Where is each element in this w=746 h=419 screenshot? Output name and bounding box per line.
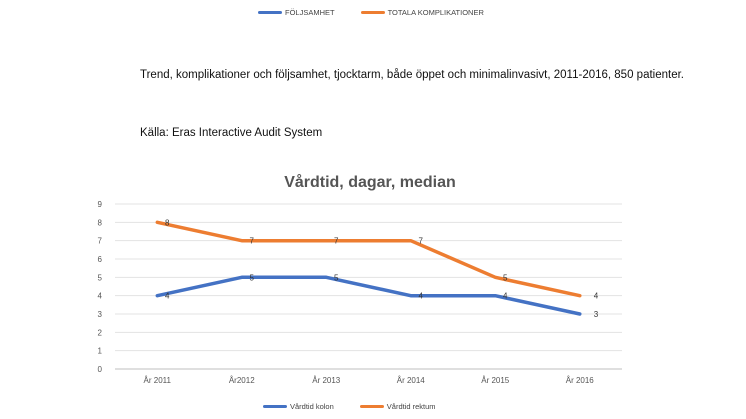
- series-line-rektum: [155, 220, 582, 298]
- legend-label-vardtid-kolon: Vårdtid kolon: [290, 402, 334, 411]
- data-label: 7: [334, 237, 339, 246]
- chart-series: [155, 220, 582, 316]
- y-tick-label: 9: [98, 200, 103, 209]
- chart-grid: [115, 203, 622, 370]
- top-legend: FÖLJSAMHET TOTALA KOMPLIKATIONER: [258, 8, 484, 17]
- legend-swatch-vardtid-rektum: [359, 405, 384, 408]
- data-label: 4: [419, 292, 424, 301]
- legend-label-totala-komplikationer: TOTALA KOMPLIKATIONER: [387, 8, 484, 17]
- y-tick-label: 7: [98, 237, 103, 246]
- data-label: 8: [165, 218, 170, 227]
- data-label: 7: [419, 237, 424, 246]
- legend-swatch-foljsamhet: [258, 11, 282, 14]
- x-tick-label: År 2014: [397, 376, 426, 385]
- data-label: 7: [250, 237, 255, 246]
- legend-swatch-totala-komplikationer: [360, 11, 385, 14]
- y-tick-label: 3: [98, 310, 103, 319]
- data-label: 5: [334, 273, 339, 282]
- legend-item-vardtid-rektum: Vårdtid rektum: [359, 402, 436, 411]
- legend-label-foljsamhet: FÖLJSAMHET: [285, 8, 335, 17]
- data-label: 4: [594, 292, 599, 301]
- series-line-kolon: [155, 275, 582, 316]
- y-tick-label: 2: [98, 328, 103, 337]
- chart-caption: Trend, komplikationer och följsamhet, tj…: [140, 69, 684, 81]
- y-tick-label: 0: [98, 365, 103, 374]
- data-label: 5: [250, 273, 255, 282]
- y-tick-label: 4: [98, 292, 103, 301]
- y-tick-label: 6: [98, 255, 103, 264]
- source-caption: Källa: Eras Interactive Audit System: [140, 127, 323, 139]
- bottom-legend: Vårdtid kolon Vårdtid rektum: [263, 402, 436, 411]
- y-tick-label: 1: [98, 347, 103, 356]
- x-tick-label: År 2015: [481, 376, 510, 385]
- y-tick-label: 8: [98, 218, 103, 227]
- legend-label-vardtid-rektum: Vårdtid rektum: [386, 402, 436, 411]
- x-tick-label: År 2013: [312, 376, 341, 385]
- chart-title: Vårdtid, dagar, median: [284, 173, 456, 191]
- data-label: 3: [594, 310, 599, 319]
- legend-item-vardtid-kolon: Vårdtid kolon: [263, 402, 334, 411]
- data-label: 4: [503, 292, 508, 301]
- legend-item-totala-komplikationer: TOTALA KOMPLIKATIONER: [360, 8, 484, 17]
- x-tick-label: År 2011: [144, 376, 172, 385]
- data-label: 4: [165, 292, 170, 301]
- legend-swatch-vardtid-kolon: [263, 405, 287, 408]
- chart-data-labels: 4 5 5 4 4 3 8 7 7 7 5 4: [165, 218, 599, 319]
- data-label: 5: [503, 273, 508, 282]
- chart-axes: 0 1 2 3 4 5 6 7 8 9 År 2011 År2012 År 2013 År 2014 År …: [98, 200, 595, 385]
- legend-item-foljsamhet: FÖLJSAMHET: [258, 8, 335, 17]
- x-tick-label: År 2016: [566, 376, 595, 385]
- x-tick-label: År2012: [229, 376, 255, 385]
- y-tick-label: 5: [98, 273, 103, 282]
